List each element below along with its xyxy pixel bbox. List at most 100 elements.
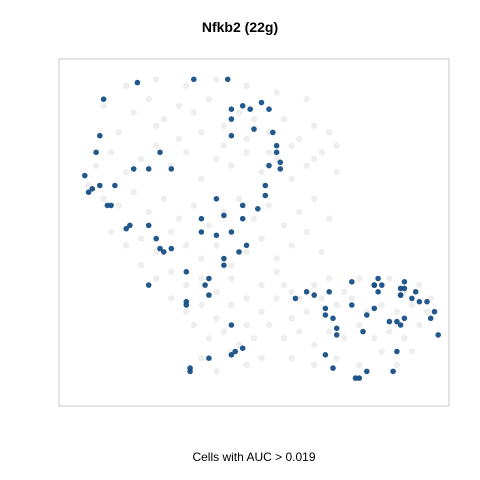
background-cell-point <box>288 175 295 183</box>
background-cell-point <box>168 228 175 236</box>
background-cell-point <box>243 361 250 368</box>
background-cell-point <box>303 162 310 169</box>
highlight-cell-point <box>221 262 227 269</box>
highlight-cell-point <box>333 332 340 338</box>
background-cell-point <box>198 355 205 362</box>
background-cell-point <box>250 335 258 342</box>
background-cell-point <box>326 328 333 335</box>
background-cell-point <box>280 335 288 342</box>
highlight-cell-point <box>427 315 434 322</box>
background-cell-point <box>423 308 431 315</box>
background-cell-point <box>92 162 100 169</box>
background-cell-point <box>183 82 190 90</box>
background-cell-point <box>318 149 325 156</box>
background-cell-point <box>295 135 303 143</box>
background-cell-point <box>311 281 318 289</box>
highlight-cell-point <box>183 269 190 275</box>
background-cell-point <box>183 242 190 249</box>
background-cell-point <box>243 82 250 90</box>
highlight-cell-point <box>431 308 438 315</box>
background-cell-point <box>115 129 122 136</box>
highlight-cell-point <box>371 282 378 288</box>
background-cell-point <box>386 275 393 282</box>
highlight-cell-point <box>401 279 408 285</box>
background-cell-point <box>341 335 348 342</box>
background-cell-point <box>153 142 160 149</box>
background-cell-point <box>416 281 423 289</box>
background-cell-point <box>408 301 416 309</box>
highlight-cell-point <box>236 249 242 255</box>
highlight-cell-point <box>168 166 175 172</box>
highlight-cell-point <box>364 368 370 375</box>
background-cell-point <box>318 248 325 256</box>
background-cell-point <box>168 295 175 302</box>
background-cell-point <box>220 122 228 129</box>
background-cell-point <box>295 328 303 335</box>
highlight-cell-point <box>258 99 265 106</box>
background-cell-point <box>198 175 205 183</box>
background-cell-point <box>265 202 273 209</box>
background-cell-point <box>333 301 340 309</box>
highlight-cell-point <box>82 172 88 179</box>
background-cell-point <box>107 149 115 156</box>
highlight-cell-point <box>239 345 246 352</box>
background-cell-point <box>393 308 401 315</box>
highlight-cell-point <box>145 166 152 172</box>
highlight-cell-point <box>394 348 400 355</box>
background-cell-point <box>333 169 340 176</box>
background-cell-point <box>356 321 363 329</box>
highlight-cell-point <box>424 298 430 305</box>
highlight-cell-point <box>157 149 163 156</box>
background-cell-point <box>326 215 333 222</box>
background-cell-point <box>183 149 190 156</box>
highlight-cell-point <box>401 285 408 292</box>
background-cell-point <box>198 129 205 136</box>
highlight-cell-point <box>153 235 159 242</box>
background-cell-point <box>288 142 295 149</box>
highlight-cell-point <box>360 328 366 335</box>
highlight-cell-point <box>239 202 246 209</box>
background-cell-point <box>183 281 190 289</box>
highlight-cell-point <box>93 149 99 156</box>
highlight-cell-point <box>198 215 205 222</box>
highlight-cell-point <box>213 232 220 239</box>
background-cell-point <box>265 149 273 156</box>
highlight-cell-point <box>228 106 235 112</box>
background-cell-point <box>235 109 243 116</box>
background-cell-point <box>107 228 115 236</box>
highlight-cell-point <box>364 312 370 318</box>
background-cell-point <box>371 335 378 342</box>
highlight-cell-point <box>145 282 152 288</box>
highlight-cell-point <box>277 159 284 166</box>
background-cell-point <box>303 228 310 236</box>
highlight-cell-point <box>134 79 141 86</box>
highlight-cell-point <box>206 292 212 298</box>
highlight-cell-point <box>435 332 442 338</box>
background-cell-point <box>303 96 310 103</box>
highlight-cell-point <box>371 305 378 312</box>
highlight-cell-point <box>409 295 415 302</box>
background-cell-point <box>175 102 182 110</box>
background-cell-point <box>228 275 235 282</box>
highlight-cell-point <box>168 245 175 252</box>
background-cell-point <box>333 142 340 149</box>
background-cell-point <box>386 328 393 335</box>
highlight-cell-point <box>104 202 111 209</box>
background-cell-point <box>243 248 250 256</box>
background-cell-point <box>175 215 182 222</box>
background-cell-point <box>205 96 213 103</box>
background-cell-point <box>273 89 280 96</box>
background-cell-point <box>168 268 175 275</box>
highlight-cell-point <box>100 96 107 102</box>
highlight-cell-point <box>130 166 137 172</box>
background-cell-point <box>190 321 197 329</box>
highlight-cell-point <box>239 215 246 222</box>
highlight-cell-point <box>375 275 381 282</box>
background-cell-point <box>138 235 145 242</box>
background-cell-point <box>288 288 295 295</box>
background-cell-point <box>408 348 416 355</box>
background-cell-point <box>213 288 220 295</box>
highlight-cell-point <box>270 129 276 136</box>
highlight-cell-point <box>228 352 235 358</box>
